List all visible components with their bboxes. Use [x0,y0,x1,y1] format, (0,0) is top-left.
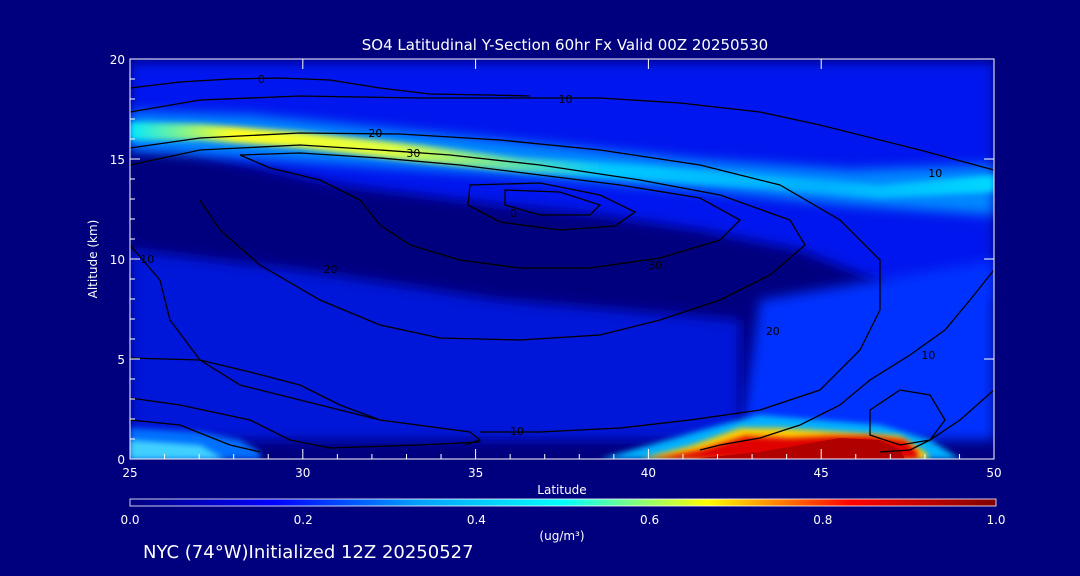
contour-line-0-top [130,77,531,97]
contour-label: 10 [921,349,935,362]
contour-line-lobe [869,389,946,446]
colorbar-tick-label: 0.4 [467,513,486,527]
colorbar-tick-label: 0.6 [640,513,659,527]
chart-title: SO4 Latitudinal Y-Section 60hr Fx Valid … [362,36,768,54]
contour-line-inner-1 [239,152,742,269]
contour-labels: 0 10 20 30 10 0 10 20 30 20 10 10 [140,73,942,438]
contour-label: 20 [766,325,780,338]
y-tick-label: 0 [117,453,125,467]
colorbar-tick-label: 1.0 [986,513,1005,527]
contour-line-right-low [879,389,994,453]
y-axis-title: Altitude (km) [86,220,100,299]
colorbar-tick-label: 0.0 [120,513,139,527]
blue-haze-upper [130,62,994,300]
contour-label: 20 [368,127,382,140]
contour-label: 0 [510,207,517,220]
upper-layer-core [130,122,994,198]
contour-line-10-left [130,244,482,446]
colorbar-unit-label: (ug/m³) [539,529,584,543]
contour-label: 20 [323,263,337,276]
forecast-info-label: NYC (74°W)Initialized 12Z 20250527 [143,542,474,563]
contour-line-10-right [699,269,994,451]
contour-label: 10 [140,253,154,266]
surface-layer-left-core [130,440,225,459]
contour-lines [130,77,994,453]
contour-line-30 [130,144,806,341]
colorbar [129,498,997,507]
colorbar-tick-label: 0.8 [813,513,832,527]
surface-plume-darkred [690,438,905,459]
x-tick-label: 50 [986,466,1001,480]
contour-label: 0 [258,73,265,86]
x-tick-label: 35 [468,466,483,480]
y-tick-label: 20 [110,53,125,67]
contour-line-inner-2 [467,182,637,231]
x-tick-label: 25 [122,466,137,480]
contour-line-low [130,419,261,453]
y-tick-label: 15 [110,153,125,167]
y-axis: 0 5 10 15 20 [110,53,994,467]
contour-line-inner-3 [504,189,602,216]
contour-line-10-top [130,95,994,171]
contour-label: 10 [558,93,572,106]
blue-haze-mid [130,250,740,440]
y-tick-label: 5 [117,353,125,367]
contour-line-20 [130,132,881,433]
colorbar-tick-label: 0.2 [294,513,313,527]
x-axis-title: Latitude [537,483,586,497]
contour-label: 10 [510,425,524,438]
y-tick-label: 10 [110,253,125,267]
x-tick-label: 45 [814,466,829,480]
x-tick-label: 40 [641,466,656,480]
contour-label: 10 [928,167,942,180]
contour-label: 30 [406,147,420,160]
x-tick-label: 30 [295,466,310,480]
contour-line-surface-1 [130,357,381,421]
contour-label: 30 [648,259,662,272]
x-axis: 25 30 35 40 45 50 [122,59,1002,480]
contour-line-surface-2 [130,397,481,449]
colorbar-ticks: 0.0 0.2 0.4 0.6 0.8 1.0 [120,513,1005,527]
